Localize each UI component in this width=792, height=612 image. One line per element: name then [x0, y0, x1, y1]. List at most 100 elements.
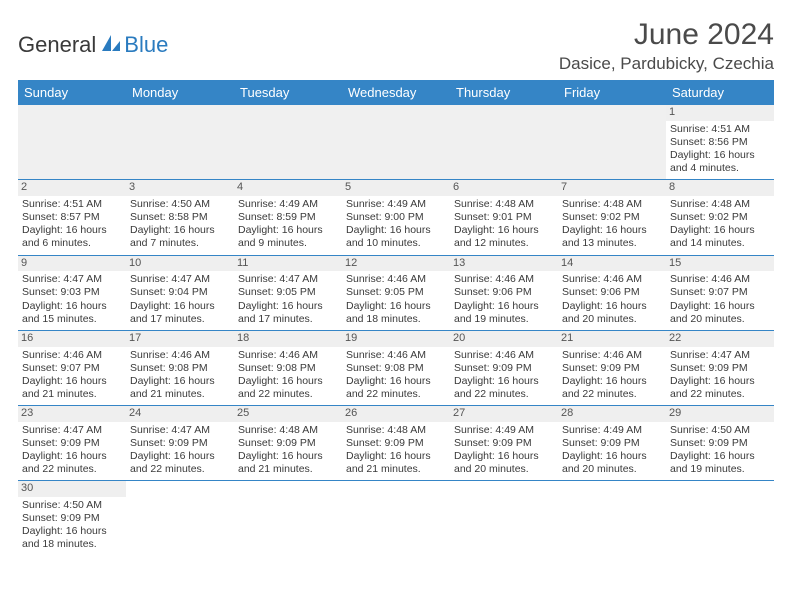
- day-cell: 6 Sunrise: 4:48 AMSunset: 9:01 PMDaylight…: [450, 180, 558, 255]
- day-cell: 14Sunrise: 4:46 AMSunset: 9:06 PMDayligh…: [558, 255, 666, 330]
- day-cell: 21 Sunrise: 4:46 AMSunset: 9:09 PMDayligh…: [558, 330, 666, 405]
- daylight-line: Daylight: 16 hours: [238, 300, 338, 313]
- day-cell: 16Sunrise: 4:46 AMSunset: 9:07 PMDayligh…: [18, 330, 126, 405]
- day-cell: 30Sunrise: 4:50 AMSunset: 9:09 PMDayligh…: [18, 481, 126, 556]
- daylight-line: and 4 minutes.: [670, 162, 770, 175]
- sunrise-line: Sunrise: 4:47 AM: [238, 273, 338, 286]
- day-number: 4: [234, 180, 342, 196]
- day-number: 21: [558, 331, 666, 347]
- daylight-line: and 21 minutes.: [130, 388, 230, 401]
- sunrise-line: Sunrise: 4:50 AM: [130, 198, 230, 211]
- day-number: 20: [450, 331, 558, 347]
- sunrise-line: Sunrise: 4:50 AM: [670, 424, 770, 437]
- day-cell: 18Sunrise: 4:46 AMSunset: 9:08 PMDayligh…: [234, 330, 342, 405]
- sunset-line: Sunset: 9:04 PM: [130, 286, 230, 299]
- logo: General Blue: [18, 18, 168, 58]
- daylight-line: Daylight: 16 hours: [346, 224, 446, 237]
- daylight-line: Daylight: 16 hours: [22, 450, 122, 463]
- sunrise-line: Sunrise: 4:46 AM: [238, 349, 338, 362]
- daylight-line: Daylight: 16 hours: [22, 224, 122, 237]
- sunrise-line: Sunrise: 4:47 AM: [130, 424, 230, 437]
- daylight-line: and 20 minutes.: [670, 313, 770, 326]
- sunrise-line: Sunrise: 4:48 AM: [346, 424, 446, 437]
- empty-cell: [558, 481, 666, 556]
- day-number: 19: [342, 331, 450, 347]
- daylight-line: and 21 minutes.: [22, 388, 122, 401]
- day-cell: 28Sunrise: 4:49 AMSunset: 9:09 PMDayligh…: [558, 406, 666, 481]
- daylight-line: Daylight: 16 hours: [130, 224, 230, 237]
- calendar-table: SundayMondayTuesdayWednesdayThursdayFrid…: [18, 80, 774, 556]
- daylight-line: and 22 minutes.: [346, 388, 446, 401]
- day-number: 27: [450, 406, 558, 422]
- daylight-line: and 20 minutes.: [562, 463, 662, 476]
- day-number: 8: [666, 180, 774, 196]
- sunrise-line: Sunrise: 4:46 AM: [562, 273, 662, 286]
- week-row: 2Sunrise: 4:51 AMSunset: 8:57 PMDaylight…: [18, 180, 774, 255]
- empty-cell: [342, 105, 450, 180]
- sunset-line: Sunset: 8:58 PM: [130, 211, 230, 224]
- daylight-line: Daylight: 16 hours: [22, 300, 122, 313]
- daylight-line: Daylight: 16 hours: [454, 224, 554, 237]
- day-cell: 23Sunrise: 4:47 AMSunset: 9:09 PMDayligh…: [18, 406, 126, 481]
- day-cell: 29Sunrise: 4:50 AMSunset: 9:09 PMDayligh…: [666, 406, 774, 481]
- empty-cell: [234, 481, 342, 556]
- daylight-line: Daylight: 16 hours: [22, 525, 122, 538]
- day-number: 7: [558, 180, 666, 196]
- day-number: 12: [342, 256, 450, 272]
- daylight-line: and 22 minutes.: [130, 463, 230, 476]
- daylight-line: and 22 minutes.: [22, 463, 122, 476]
- day-number: 11: [234, 256, 342, 272]
- week-row: 9Sunrise: 4:47 AMSunset: 9:03 PMDaylight…: [18, 255, 774, 330]
- sunset-line: Sunset: 9:09 PM: [238, 437, 338, 450]
- day-number: 29: [666, 406, 774, 422]
- daylight-line: Daylight: 16 hours: [130, 300, 230, 313]
- sunset-line: Sunset: 9:09 PM: [346, 437, 446, 450]
- daylight-line: Daylight: 16 hours: [670, 375, 770, 388]
- daylight-line: and 22 minutes.: [562, 388, 662, 401]
- sunrise-line: Sunrise: 4:49 AM: [346, 198, 446, 211]
- daylight-line: Daylight: 16 hours: [454, 375, 554, 388]
- sunrise-line: Sunrise: 4:46 AM: [130, 349, 230, 362]
- daylight-line: Daylight: 16 hours: [670, 450, 770, 463]
- day-number: 6: [450, 180, 558, 196]
- daylight-line: Daylight: 16 hours: [562, 375, 662, 388]
- sunset-line: Sunset: 9:01 PM: [454, 211, 554, 224]
- daylight-line: and 20 minutes.: [454, 463, 554, 476]
- daylight-line: and 18 minutes.: [346, 313, 446, 326]
- sunset-line: Sunset: 9:08 PM: [130, 362, 230, 375]
- sunset-line: Sunset: 9:09 PM: [562, 362, 662, 375]
- sunset-line: Sunset: 9:02 PM: [562, 211, 662, 224]
- daylight-line: Daylight: 16 hours: [670, 224, 770, 237]
- day-number: 1: [666, 105, 774, 121]
- day-number: 22: [666, 331, 774, 347]
- sunset-line: Sunset: 9:09 PM: [130, 437, 230, 450]
- daylight-line: and 18 minutes.: [22, 538, 122, 551]
- empty-cell: [126, 105, 234, 180]
- empty-cell: [18, 105, 126, 180]
- sunrise-line: Sunrise: 4:48 AM: [562, 198, 662, 211]
- empty-cell: [234, 105, 342, 180]
- daylight-line: and 22 minutes.: [238, 388, 338, 401]
- day-cell: 19Sunrise: 4:46 AMSunset: 9:08 PMDayligh…: [342, 330, 450, 405]
- sunset-line: Sunset: 9:07 PM: [670, 286, 770, 299]
- daylight-line: Daylight: 16 hours: [562, 300, 662, 313]
- sunrise-line: Sunrise: 4:46 AM: [562, 349, 662, 362]
- sunset-line: Sunset: 9:05 PM: [238, 286, 338, 299]
- day-number: 5: [342, 180, 450, 196]
- day-cell: 25Sunrise: 4:48 AMSunset: 9:09 PMDayligh…: [234, 406, 342, 481]
- day-number: 25: [234, 406, 342, 422]
- sunset-line: Sunset: 9:06 PM: [454, 286, 554, 299]
- daylight-line: and 14 minutes.: [670, 237, 770, 250]
- daylight-line: Daylight: 16 hours: [346, 300, 446, 313]
- day-cell: 11Sunrise: 4:47 AMSunset: 9:05 PMDayligh…: [234, 255, 342, 330]
- sunrise-line: Sunrise: 4:46 AM: [22, 349, 122, 362]
- day-cell: 5Sunrise: 4:49 AMSunset: 9:00 PMDaylight…: [342, 180, 450, 255]
- sunrise-line: Sunrise: 4:50 AM: [22, 499, 122, 512]
- day-number: 16: [18, 331, 126, 347]
- sunset-line: Sunset: 8:57 PM: [22, 211, 122, 224]
- sunrise-line: Sunrise: 4:48 AM: [454, 198, 554, 211]
- sunset-line: Sunset: 9:06 PM: [562, 286, 662, 299]
- day-cell: 20Sunrise: 4:46 AMSunset: 9:09 PMDayligh…: [450, 330, 558, 405]
- sunrise-line: Sunrise: 4:49 AM: [454, 424, 554, 437]
- day-cell: 10Sunrise: 4:47 AMSunset: 9:04 PMDayligh…: [126, 255, 234, 330]
